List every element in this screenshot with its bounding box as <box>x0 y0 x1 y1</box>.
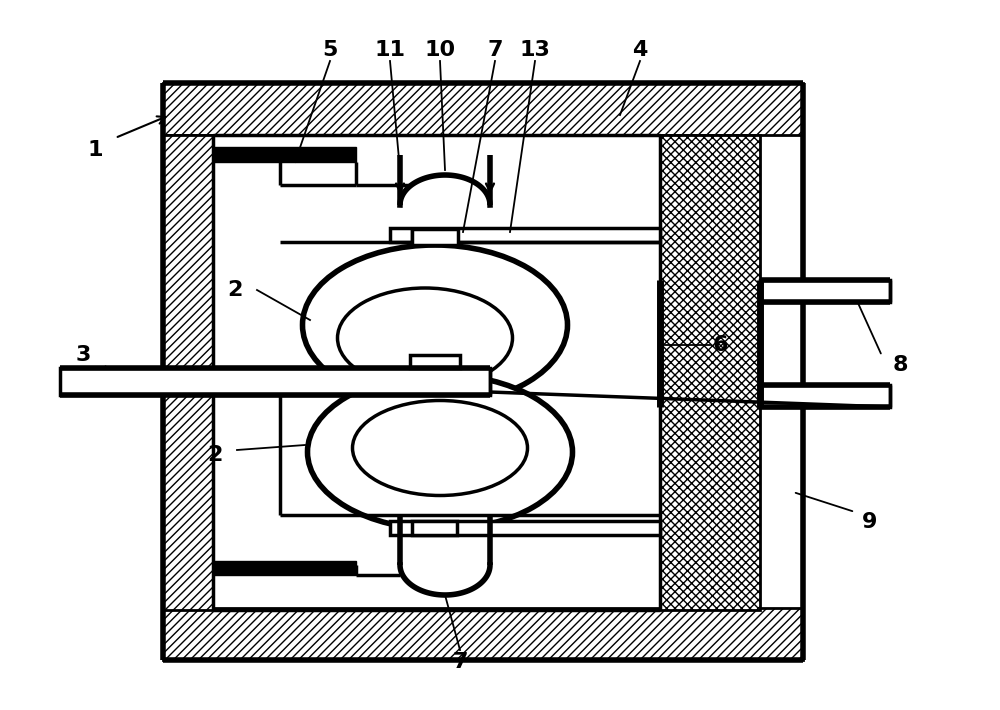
Bar <box>412 229 457 245</box>
Bar <box>163 135 213 610</box>
Bar <box>410 355 460 368</box>
Text: 2: 2 <box>207 445 223 465</box>
Text: 10: 10 <box>424 40 456 60</box>
Bar <box>390 521 660 535</box>
Ellipse shape <box>308 374 572 530</box>
Text: 2: 2 <box>227 280 243 300</box>
Ellipse shape <box>338 288 512 388</box>
Text: 5: 5 <box>322 40 338 60</box>
Ellipse shape <box>302 245 568 405</box>
Bar <box>760 385 890 407</box>
Text: 1: 1 <box>87 140 103 160</box>
Bar <box>390 228 660 242</box>
Text: 7: 7 <box>452 652 468 672</box>
Bar <box>760 280 890 302</box>
Bar <box>60 368 490 395</box>
Bar <box>163 608 803 660</box>
Bar <box>660 135 760 610</box>
Text: 3: 3 <box>75 345 91 365</box>
Text: 11: 11 <box>374 40 406 60</box>
Text: 4: 4 <box>632 40 648 60</box>
Bar <box>412 229 458 245</box>
Text: 9: 9 <box>862 512 878 532</box>
Ellipse shape <box>352 400 528 496</box>
Text: 8: 8 <box>892 355 908 375</box>
Bar <box>163 83 803 135</box>
Bar <box>213 561 356 575</box>
Text: 7: 7 <box>487 40 503 60</box>
Bar <box>213 147 356 162</box>
Text: 6: 6 <box>712 335 728 355</box>
Bar <box>412 521 457 535</box>
Text: 13: 13 <box>520 40 550 60</box>
